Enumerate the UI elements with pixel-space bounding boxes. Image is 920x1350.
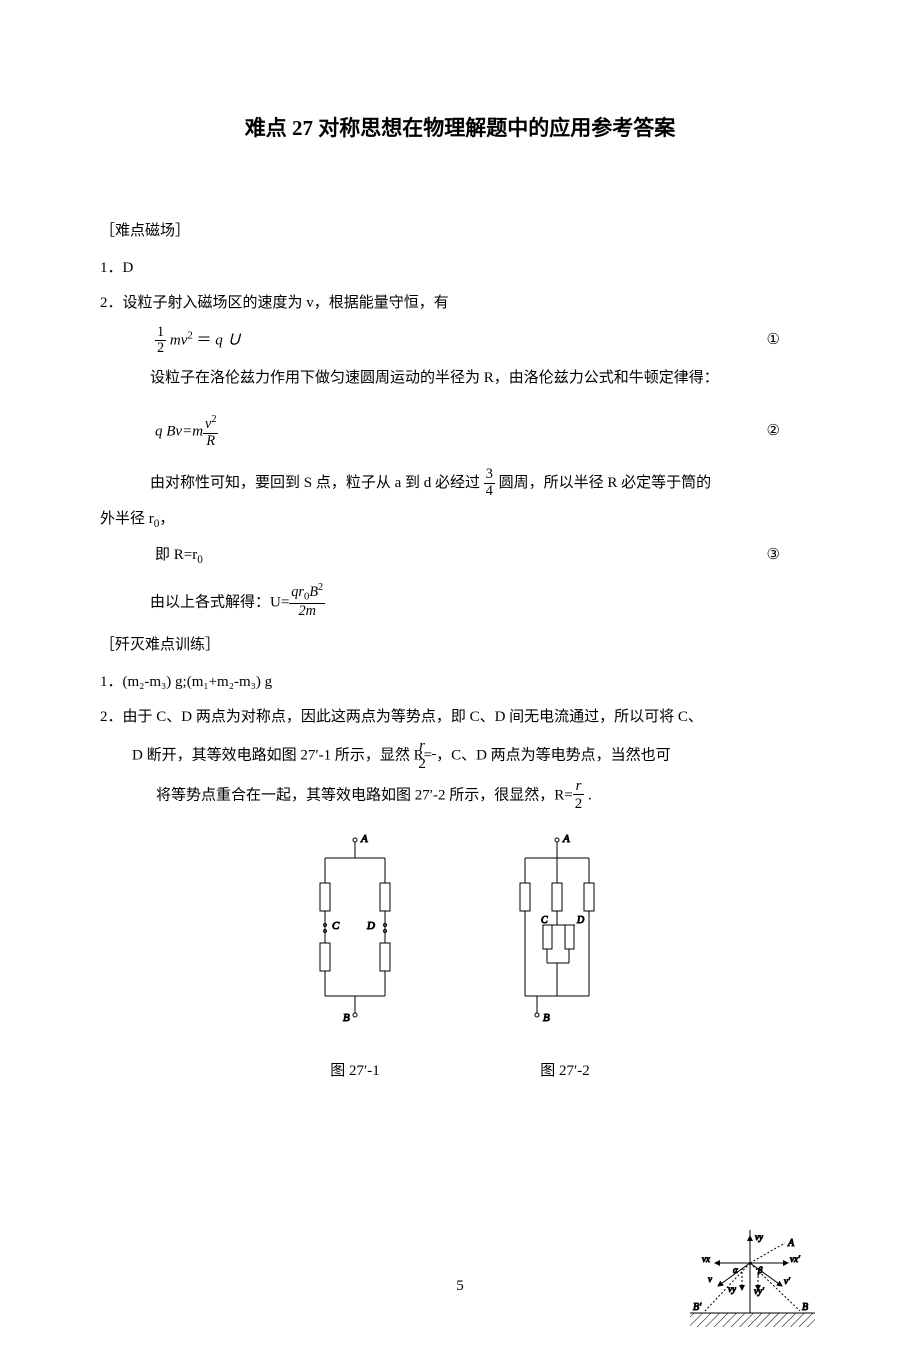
- svg-text:A: A: [562, 833, 570, 845]
- svg-text:C: C: [541, 915, 548, 926]
- frac-three-quarter: 3 4: [484, 467, 495, 499]
- circuit-2-caption: 图 27′-2: [495, 1058, 635, 1085]
- svg-text:v′: v′: [784, 1276, 791, 1286]
- frac-r-over-2-b: r2: [573, 779, 585, 813]
- svg-text:B: B: [802, 1302, 808, 1313]
- svg-text:A: A: [787, 1238, 795, 1249]
- training-2-line2: D 断开，其等效电路如图 27′-1 所示，显然 R=r2，C、D 两点为等电势…: [156, 739, 820, 773]
- circuit-1-caption: 图 27′-1: [285, 1058, 425, 1085]
- svg-text:vy: vy: [755, 1232, 763, 1242]
- vector-diagram-svg: vy A vx vx′ v v′ α β vy: [660, 1228, 815, 1328]
- solve-line: 由以上各式解得：U= qr0B2 2m: [150, 582, 820, 620]
- page: 难点 27 对称思想在物理解题中的应用参考答案 ［难点磁场］ 1．D 2．设粒子…: [0, 0, 920, 1350]
- circuit-1: A C: [285, 828, 425, 1085]
- frac-solution: qr0B2 2m: [289, 582, 325, 620]
- svg-text:D: D: [366, 920, 375, 932]
- equation-1: 1 2 mv2 ＝ q Ｕ ①: [155, 325, 820, 357]
- svg-text:B: B: [343, 1012, 350, 1024]
- eq-marker-1: ①: [767, 327, 780, 354]
- vector-diagram: vy A vx vx′ v v′ α β vy: [660, 1228, 815, 1338]
- equation-3: 即 R=r0 ③: [155, 542, 820, 570]
- text-below-eq1: 设粒子在洛伦兹力作用下做匀速圆周运动的半径为 R，由洛伦兹力公式和牛顿定律得：: [150, 365, 820, 392]
- equation-2: q Bv=m v2 R ②: [155, 414, 820, 449]
- training-2-line3: 将等势点重合在一起，其等效电路如图 27′-2 所示，很显然，R=r2 .: [156, 779, 820, 813]
- eq-marker-3: ③: [767, 542, 780, 569]
- svg-text:α: α: [733, 1265, 738, 1275]
- frac-v2r: v2 R: [203, 414, 218, 449]
- svg-text:C: C: [332, 920, 340, 932]
- svg-text:vx: vx: [702, 1254, 710, 1264]
- answer-2-intro: 2．设粒子射入磁场区的速度为 v，根据能量守恒，有: [100, 290, 820, 317]
- svg-text:B: B: [543, 1012, 550, 1024]
- svg-text:vy: vy: [728, 1284, 736, 1294]
- training-2-line1: 2．由于 C、D 两点为对称点，因此这两点为等势点，即 C、D 间无电流通过，所…: [100, 704, 820, 731]
- svg-text:D: D: [576, 915, 585, 926]
- svg-text:vy′: vy′: [754, 1286, 765, 1296]
- outer-radius-text: 外半径 r0，: [100, 506, 820, 534]
- circuits-row: A C: [100, 828, 820, 1085]
- circuit-2-svg: A C D: [495, 828, 635, 1038]
- svg-text:B′: B′: [693, 1302, 702, 1313]
- svg-text:A: A: [360, 833, 368, 845]
- svg-text:v: v: [708, 1274, 712, 1284]
- section-label-2: ［歼灭难点训练］: [100, 632, 820, 659]
- answer-1: 1．D: [100, 255, 820, 282]
- symmetry-text: 由对称性可知，要回到 S 点，粒子从 a 到 d 必经过 3 4 圆周，所以半径…: [150, 467, 820, 499]
- training-1: 1．(m₂-m₃) g;(m₁+m₂-m₃) g: [100, 669, 820, 696]
- section-label-1: ［难点磁场］: [100, 218, 820, 245]
- page-title: 难点 27 对称思想在物理解题中的应用参考答案: [100, 110, 820, 148]
- frac-half: 1 2: [155, 325, 166, 357]
- circuit-1-svg: A C: [285, 828, 425, 1038]
- svg-text:vx′: vx′: [790, 1254, 801, 1264]
- eq-marker-2: ②: [767, 418, 780, 445]
- circuit-2: A C D: [495, 828, 635, 1085]
